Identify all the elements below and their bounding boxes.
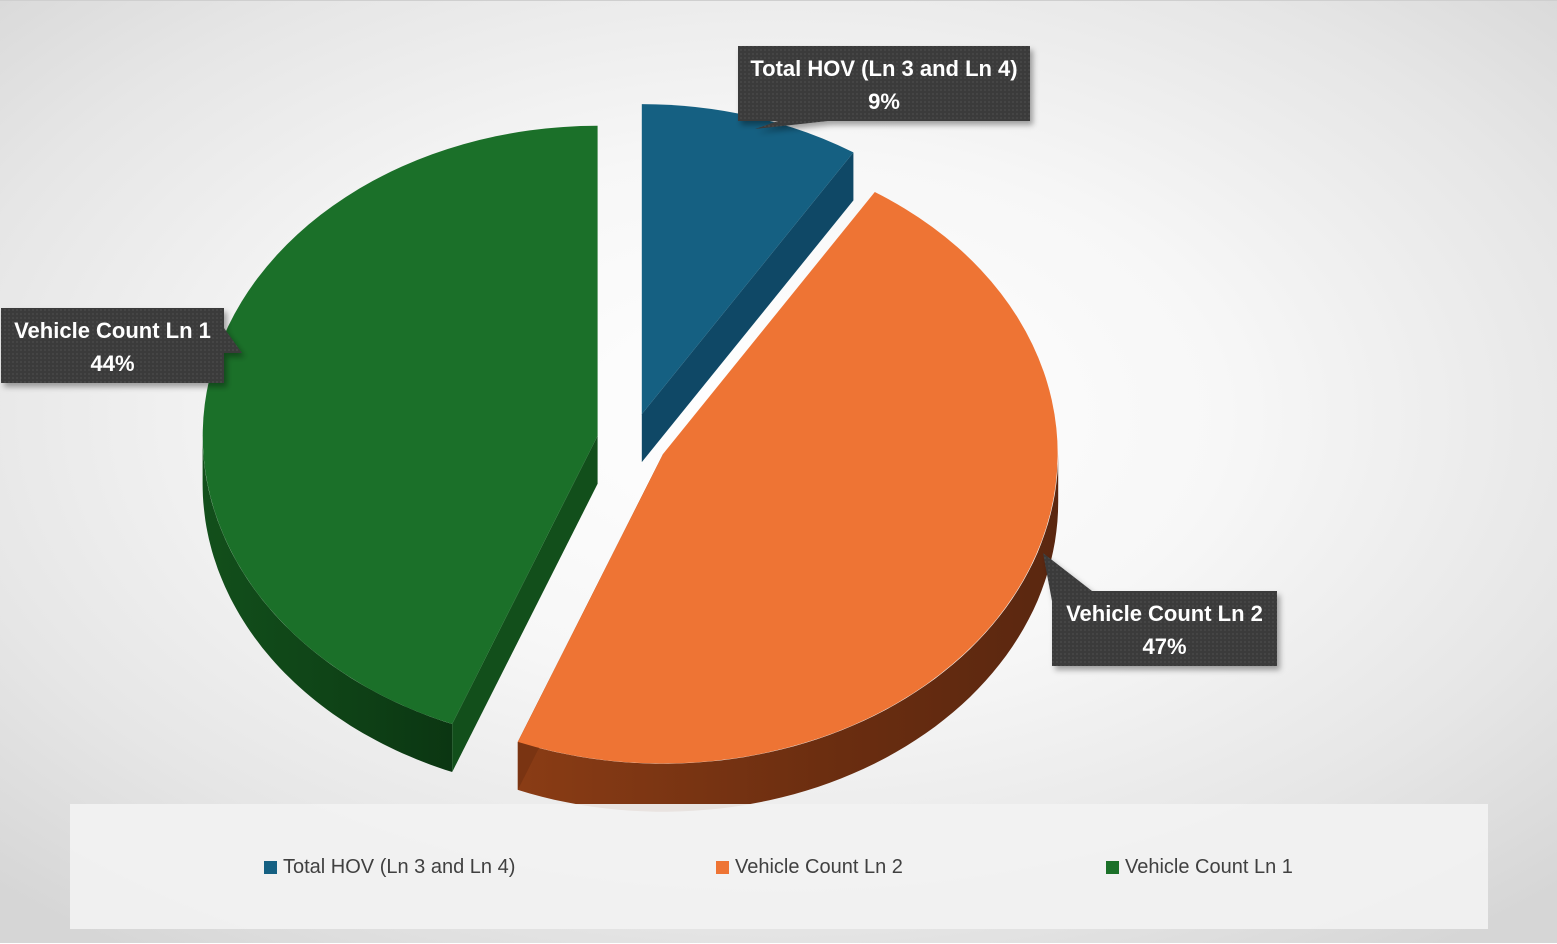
callout-percent-ln1: 44%	[90, 351, 134, 376]
legend-label-ln1: Vehicle Count Ln 1	[1125, 856, 1293, 878]
slice-wall-ln1-0	[452, 435, 598, 772]
pie-slices	[202, 104, 1059, 812]
callout-percent-ln2: 47%	[1142, 634, 1186, 659]
legend-item-hov: Total HOV (Ln 3 and Ln 4)	[264, 856, 515, 879]
callout-label-ln1: Vehicle Count Ln 1	[14, 318, 211, 343]
slice-hov	[641, 104, 854, 415]
legend-swatch-ln2	[716, 861, 729, 874]
callout-pointer-ln2	[1043, 553, 1092, 601]
callout-hov	[738, 46, 1030, 129]
legend-item-ln2: Vehicle Count Ln 2	[716, 856, 903, 879]
callout-label-ln2: Vehicle Count Ln 2	[1066, 601, 1263, 626]
slice-side-ln1	[202, 435, 453, 772]
callout-box-ln1	[1, 308, 224, 383]
legend-label-hov: Total HOV (Ln 3 and Ln 4)	[283, 856, 516, 878]
callout-label-hov: Total HOV (Ln 3 and Ln 4)	[750, 56, 1017, 81]
callout-box-hov	[738, 46, 1030, 121]
legend-label-ln2: Vehicle Count Ln 2	[735, 856, 903, 878]
callout-box-ln2	[1052, 591, 1277, 666]
legend: Total HOV (Ln 3 and Ln 4) Vehicle Count L…	[70, 804, 1488, 929]
callout-pointer-hov	[755, 121, 828, 129]
legend-swatch-hov	[264, 861, 277, 874]
slice-side-ln2	[517, 453, 1059, 812]
callout-ln2	[1043, 553, 1277, 666]
callout-ln1	[1, 308, 242, 383]
slice-ln1	[202, 125, 598, 725]
callout-pointer-ln1	[224, 328, 242, 353]
callout-percent-hov: 9%	[868, 89, 900, 114]
legend-item-ln1: Vehicle Count Ln 1	[1106, 856, 1293, 879]
slice-wall-hov-1	[641, 152, 854, 463]
legend-swatch-ln1	[1106, 861, 1119, 874]
slice-ln2	[517, 192, 1058, 764]
data-labels: Total HOV (Ln 3 and Ln 4) 9% Vehicle Count…	[1, 46, 1277, 666]
